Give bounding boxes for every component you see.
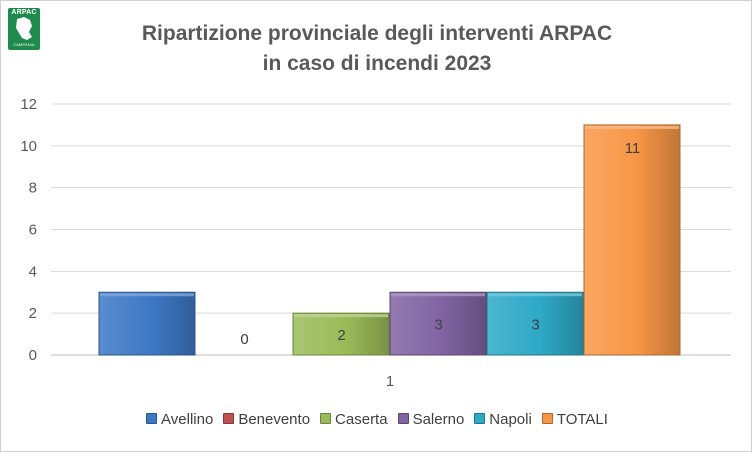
legend-label: TOTALI <box>556 411 608 428</box>
legend-label: Salerno <box>412 411 465 428</box>
y-tick-label: 2 <box>29 305 37 322</box>
legend-label: Napoli <box>489 411 532 428</box>
logo-text: ARPAC <box>11 9 37 16</box>
bar-avellino <box>98 291 196 356</box>
bar-highlight <box>391 293 485 297</box>
legend-item-salerno: Salerno <box>397 411 465 428</box>
legend-item-caserta: Caserta <box>320 411 388 428</box>
arpac-logo: ARPAC CAMPANIA <box>8 8 40 50</box>
legend-swatch <box>541 413 553 424</box>
legend-swatch <box>320 413 332 424</box>
legend-label: Avellino <box>161 411 214 428</box>
bar-totali <box>583 124 681 356</box>
bar-highlight <box>294 314 388 318</box>
legend-item-avellino: Avellino <box>146 411 213 428</box>
chart-subtitle: in caso di incendi 2023 <box>262 52 492 75</box>
bar-highlight <box>100 293 194 297</box>
legend-swatch <box>146 413 158 424</box>
legend-swatch <box>474 413 486 424</box>
legend-swatch <box>223 413 235 424</box>
legend-label: Caserta <box>335 411 388 428</box>
legend-item-napoli: Napoli <box>474 411 532 428</box>
chart-title-block: Ripartizione provinciale degli intervent… <box>1 19 752 79</box>
y-tick-label: 6 <box>29 222 37 239</box>
bar-highlight <box>585 125 679 129</box>
data-label-napoli: 3 <box>531 317 539 334</box>
y-tick-label: 12 <box>20 96 37 113</box>
legend-item-totali: TOTALI <box>541 411 608 428</box>
legend-item-benevento: Benevento <box>223 411 310 428</box>
bar-highlight <box>488 293 582 297</box>
chart-title: Ripartizione provinciale degli intervent… <box>141 22 613 45</box>
x-axis-category-labels: 1 <box>386 373 394 390</box>
y-tick-label: 0 <box>29 347 37 364</box>
data-labels: 0 2 3 3 11 <box>240 140 640 348</box>
bars <box>98 124 681 356</box>
campania-map-icon <box>16 17 32 40</box>
legend-swatch <box>397 413 409 424</box>
x-category-label: 1 <box>386 373 394 390</box>
data-label-benevento: 0 <box>240 331 248 348</box>
data-label-caserta: 2 <box>337 327 345 344</box>
y-tick-label: 8 <box>29 180 37 197</box>
data-label-totali: 11 <box>625 140 641 157</box>
y-axis-tick-labels: 0 2 4 6 8 10 12 <box>20 96 37 364</box>
bar-caserta <box>292 312 390 356</box>
legend-label: Benevento <box>238 411 311 428</box>
y-tick-label: 10 <box>20 138 37 155</box>
data-label-salerno: 3 <box>434 317 442 334</box>
logo-subtext: CAMPANIA <box>13 42 35 47</box>
legend: Avellino Benevento Caserta Salerno Napoli TOT… <box>1 411 752 428</box>
bar-napoli <box>486 291 584 356</box>
bar-salerno <box>389 291 487 356</box>
y-tick-label: 4 <box>29 263 37 280</box>
